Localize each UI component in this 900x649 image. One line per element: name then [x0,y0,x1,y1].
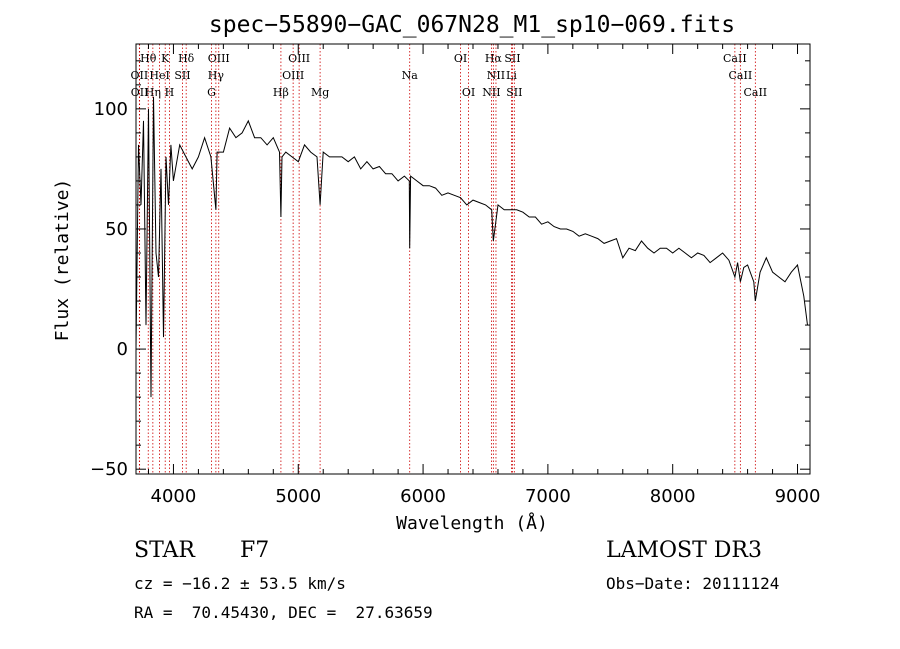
line-label-8: CaII [723,52,747,65]
line-label-3: OIII [208,52,230,65]
plot-frame [135,43,811,475]
y-tick-label: 0 [117,339,128,360]
x-axis-label: Wavelength (Å) [396,512,548,534]
survey-name: LAMOST DR3 [606,538,762,563]
x-tick-label: 7000 [525,486,571,507]
line-label-18: OII [131,86,149,99]
object-class: STAR [134,538,195,563]
y-tick-label: 50 [105,219,128,240]
line-label-21: G [207,86,216,99]
y-tick-label: −50 [90,459,128,480]
line-label-25: NII [482,86,500,99]
redshift-value: cz = −16.2 ± 53.5 km/s [134,574,346,593]
x-tick-label: 9000 [775,486,821,507]
line-label-24: OI [462,86,475,99]
line-label-7: SII [504,52,520,65]
line-label-4: OIII [288,52,310,65]
line-label-5: OI [454,52,467,65]
x-tick-label: 4000 [151,486,197,507]
line-label-27: CaII [743,86,767,99]
line-label-14: Na [402,69,419,82]
line-label-13: OIII [282,69,304,82]
x-tick-label: 8000 [650,486,696,507]
line-label-15: NII [487,69,505,82]
chart-title: spec−55890−GAC_067N28_M1_sp10−069.fits [209,12,735,38]
y-tick-label: 100 [94,99,128,120]
obs-date: Obs−Date: 20111124 [606,574,780,593]
x-tick-label: 5000 [275,486,321,507]
line-label-10: HeI [149,69,169,82]
line-label-11: SII [174,69,190,82]
line-label-0: Hθ [140,52,157,65]
line-label-1: K [161,52,170,65]
line-label-17: CaII [729,69,753,82]
x-tick-label: 6000 [400,486,446,507]
axes: 4000 5000 6000 7000 8000 9000 −50 0 50 100 [90,44,820,507]
line-label-6: Hα [485,52,503,65]
y-axis-label: Flux (relative) [52,179,73,342]
line-label-16: Li [506,69,517,82]
line-label-2: Hδ [178,52,195,65]
line-label-26: SII [506,86,522,99]
line-label-23: Mg [311,86,329,99]
line-label-12: Hγ [208,69,225,82]
object-subclass: F7 [240,538,270,563]
flux-series-line [135,96,808,398]
line-label-20: H [165,86,175,99]
line-label-22: Hβ [273,86,289,99]
coordinates: RA = 70.45430, DEC = 27.63659 [134,603,433,622]
line-label-19: Hη [145,86,161,99]
